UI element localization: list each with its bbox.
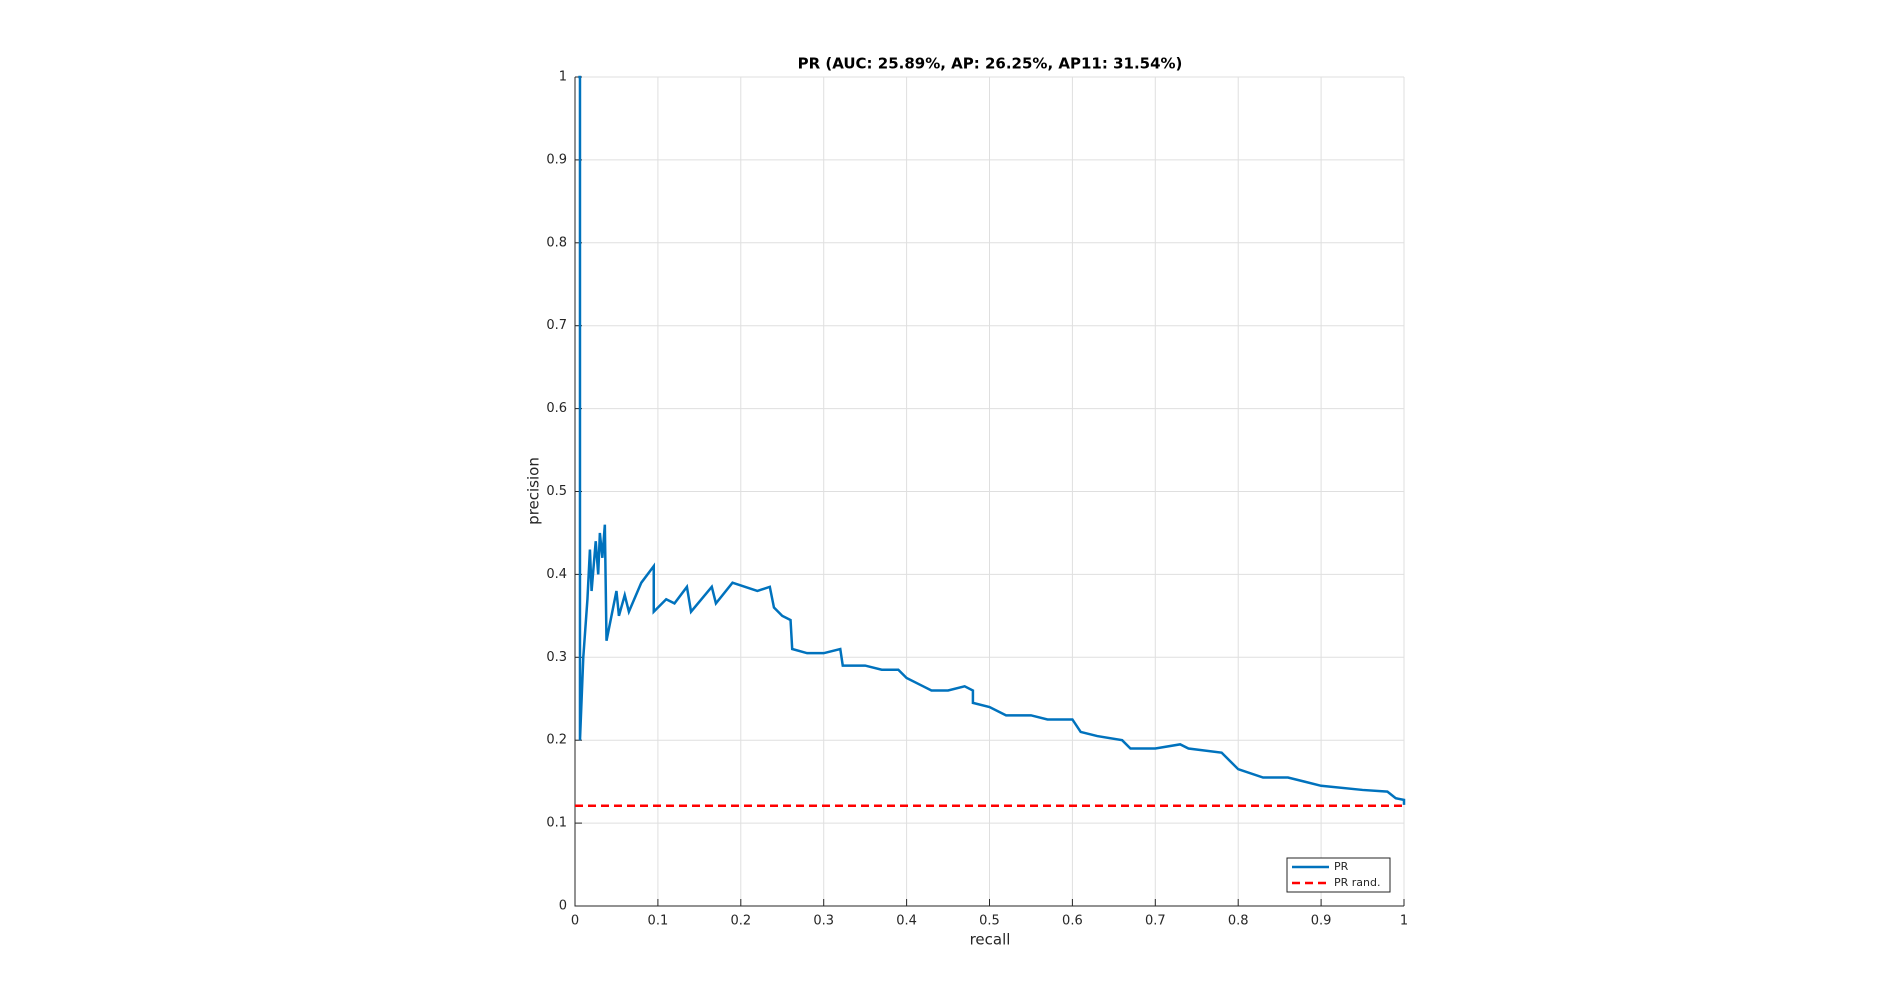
legend-box bbox=[1286, 857, 1391, 893]
x-tick-label: 0.3 bbox=[813, 914, 834, 929]
chart-title: PR (AUC: 25.89%, AP: 26.25%, AP11: 31.54… bbox=[798, 55, 1183, 73]
x-tick-label: 0.5 bbox=[979, 914, 1000, 929]
x-tick-label: 0.9 bbox=[1311, 914, 1332, 929]
x-tick-label: 0.8 bbox=[1228, 914, 1249, 929]
x-tick-label: 0.6 bbox=[1062, 914, 1083, 929]
y-tick-label: 0.8 bbox=[546, 235, 567, 250]
legend-label: PR bbox=[1334, 860, 1349, 873]
y-tick-label: 0.2 bbox=[546, 733, 567, 748]
y-tick-label: 0 bbox=[559, 899, 567, 914]
y-axis-label: precision bbox=[525, 457, 543, 525]
y-tick-label: 0.5 bbox=[546, 484, 567, 499]
x-tick-label: 0.1 bbox=[648, 914, 669, 929]
x-tick-label: 0.7 bbox=[1145, 914, 1166, 929]
y-tick-label: 1 bbox=[559, 70, 567, 85]
axes bbox=[574, 77, 1404, 907]
y-tick-label: 0.1 bbox=[546, 816, 567, 831]
series-line bbox=[578, 75, 1406, 805]
legend-label: PR rand. bbox=[1334, 876, 1381, 889]
y-tick-label: 0.9 bbox=[546, 152, 567, 167]
y-tick-label: 0.3 bbox=[546, 650, 567, 665]
x-axis-label: recall bbox=[970, 931, 1011, 949]
x-tick-label: 0.4 bbox=[896, 914, 917, 929]
y-tick-label: 0.6 bbox=[546, 401, 567, 416]
x-tick-label: 1 bbox=[1400, 914, 1408, 929]
y-tick-label: 0.4 bbox=[546, 567, 567, 582]
y-tick-label: 0.7 bbox=[546, 318, 567, 333]
x-tick-label: 0.2 bbox=[730, 914, 751, 929]
x-tick-label: 0 bbox=[571, 914, 579, 929]
